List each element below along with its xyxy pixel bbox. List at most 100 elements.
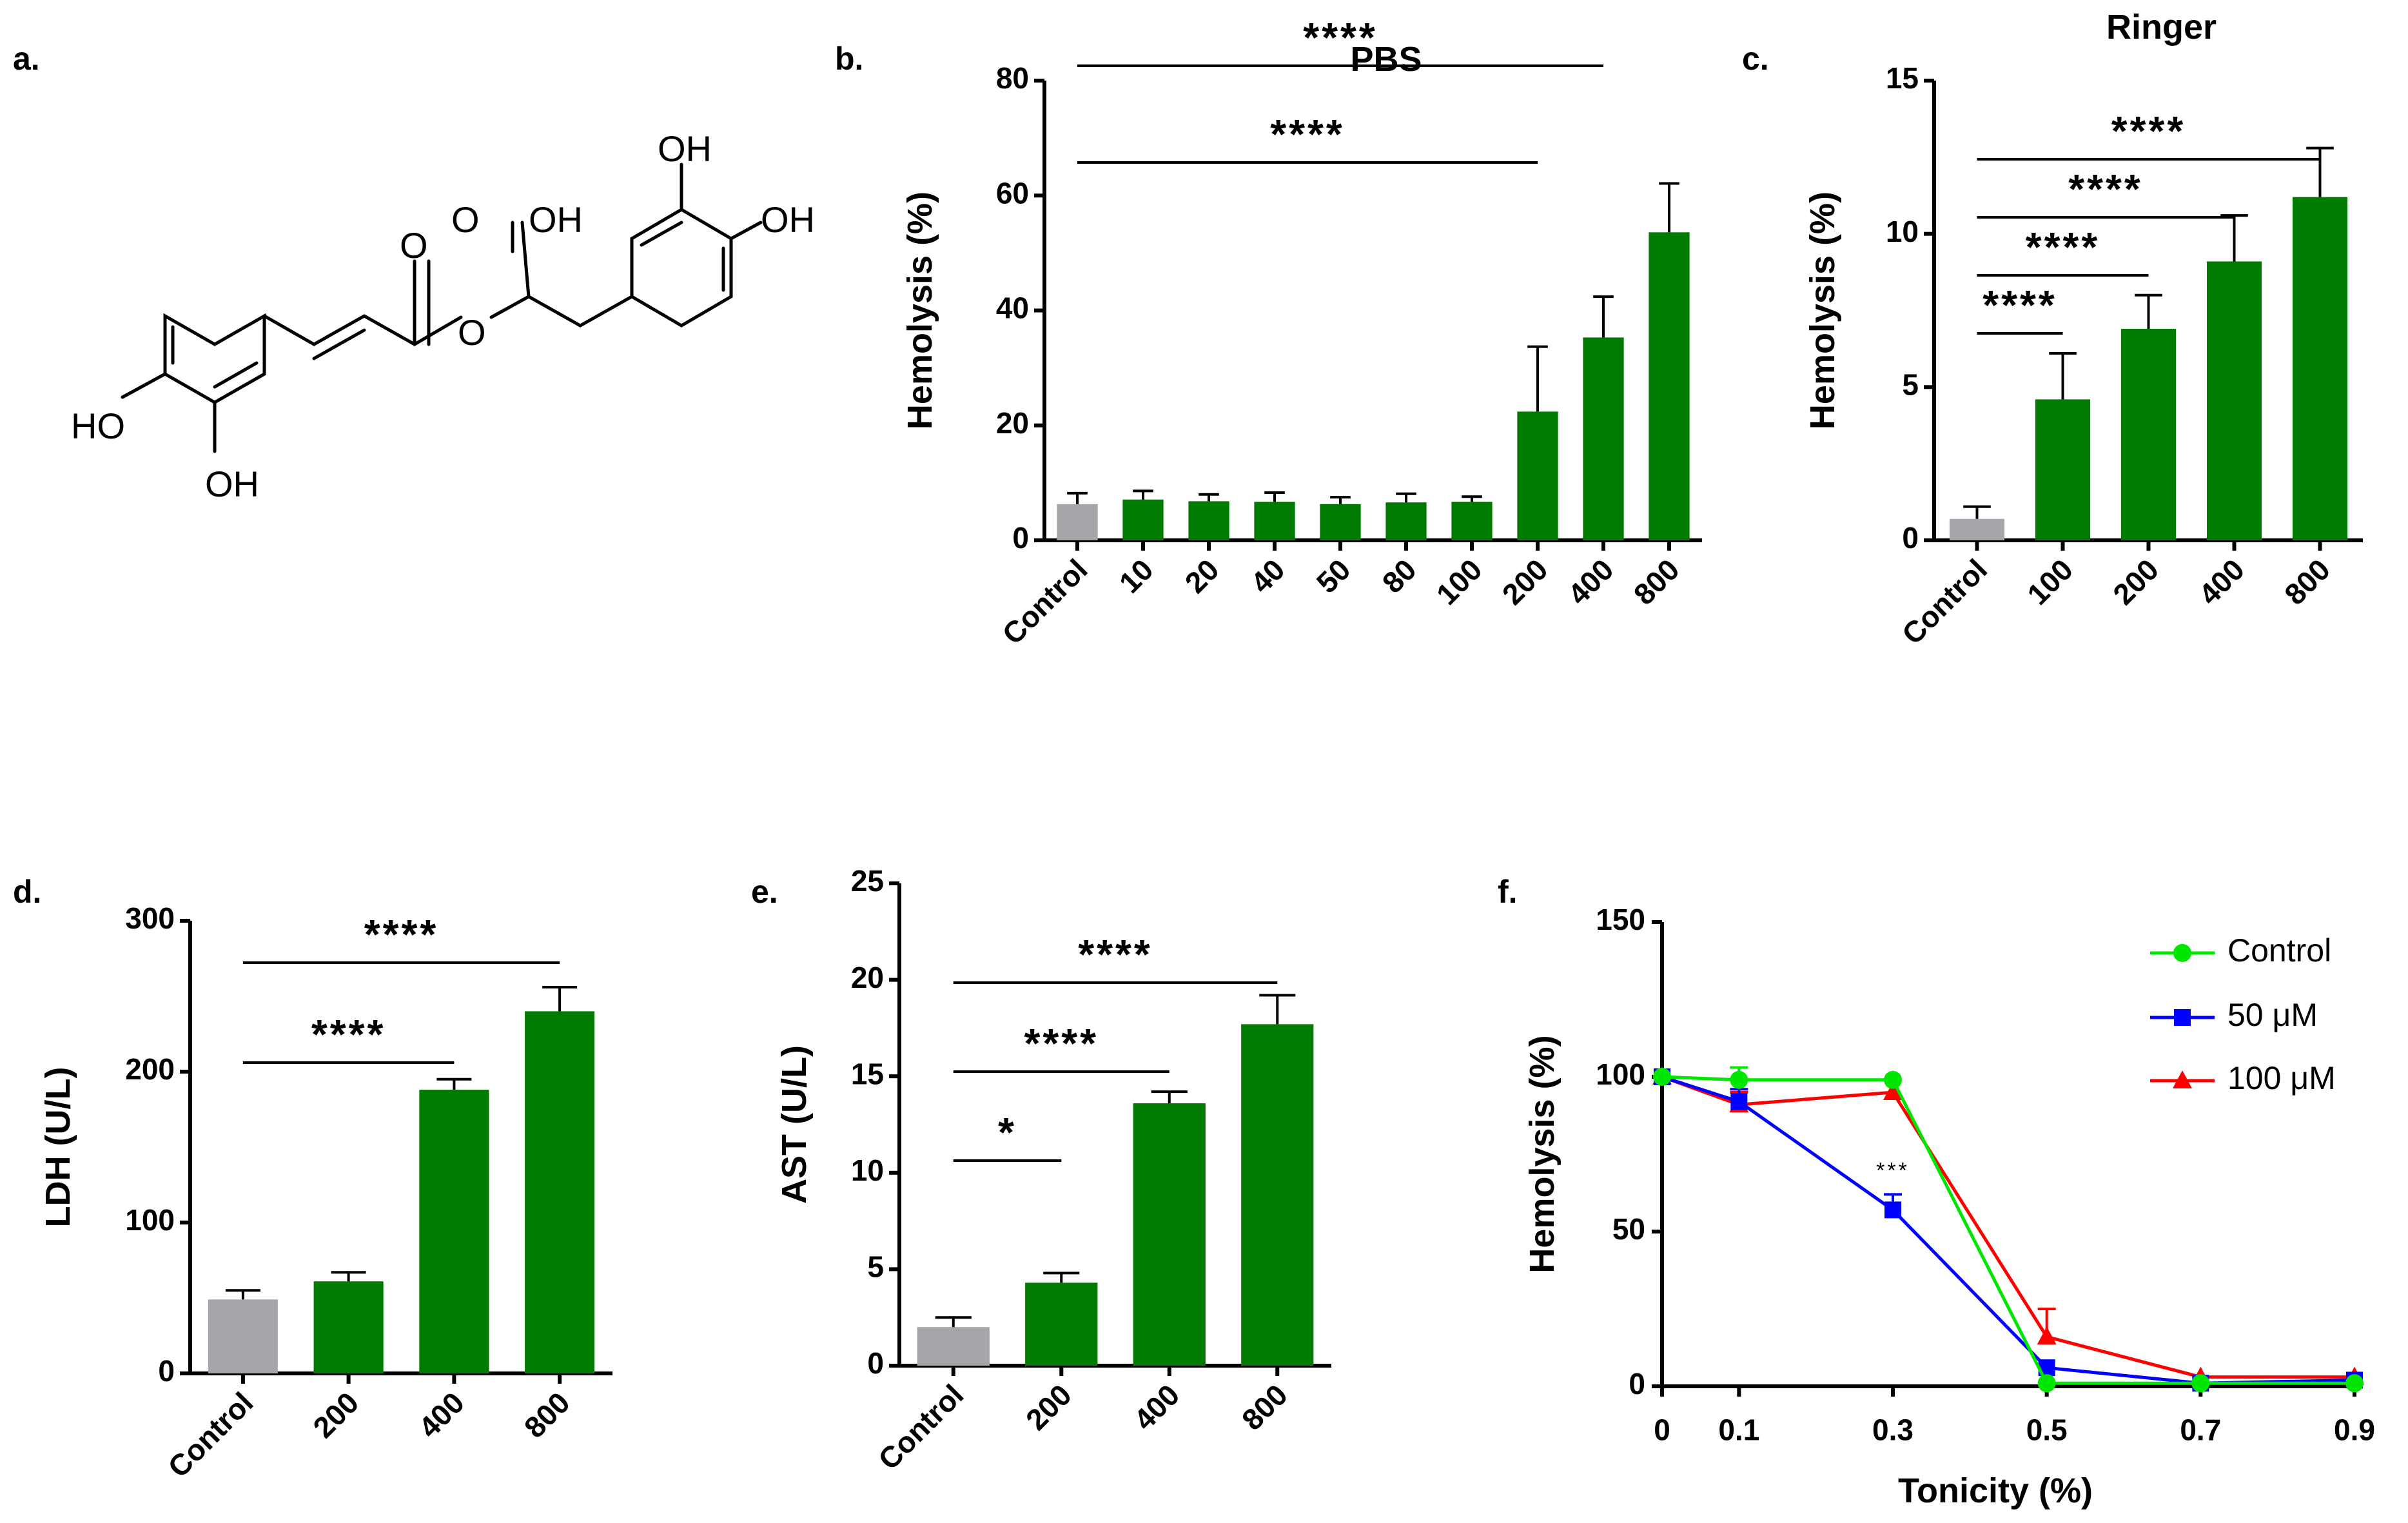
y-tick-label: 50 [1612, 1212, 1645, 1246]
data-point [2037, 1326, 2057, 1345]
data-point [1730, 1070, 1748, 1089]
bar [525, 1011, 595, 1373]
bar [313, 1281, 384, 1373]
y-tick-label: 10 [851, 1154, 884, 1187]
legend-marker [2173, 1070, 2192, 1088]
significance-label: **** [2111, 108, 2186, 154]
bar [1133, 1103, 1206, 1366]
y-tick-label: 40 [996, 291, 1029, 325]
y-tick-label: 0 [158, 1354, 175, 1388]
x-tick-label: Control [872, 1378, 970, 1476]
y-tick-label: 300 [125, 901, 175, 935]
x-tick-label: 800 [518, 1386, 576, 1444]
x-tick-label: 50 [1310, 553, 1357, 600]
bar [1241, 1024, 1314, 1366]
atom-oh-right: OH [761, 199, 815, 240]
x-tick-label: 800 [1627, 553, 1686, 611]
panel-label-f: f. [1498, 874, 1518, 910]
chart-tonicity: 0 50 100 150 0 0.1 0.3 0.5 0.7 0.9 Hemolysis (%) To… [1523, 903, 2375, 1510]
significance-label: * [998, 1109, 1017, 1155]
atom-ho-left: HO [71, 406, 125, 446]
atom-o-ester: O [458, 312, 486, 353]
y-axis-label: LDH (U/L) [39, 1067, 77, 1228]
bar [1320, 504, 1361, 540]
bar [2292, 197, 2348, 540]
x-tick-label: 100 [2021, 553, 2079, 611]
x-tick-label: 800 [1235, 1378, 1294, 1437]
x-tick-label: Control [995, 553, 1093, 651]
x-tick-label: 40 [1244, 553, 1291, 600]
x-tick-label: 200 [306, 1386, 365, 1444]
bar [1949, 518, 2005, 540]
atom-oh-bottom: OH [205, 464, 259, 504]
y-tick-label: 20 [996, 406, 1029, 440]
x-tick-label: 10 [1113, 553, 1160, 600]
y-tick-label: 0 [1629, 1367, 1645, 1400]
x-tick-label: 0 [1654, 1413, 1670, 1447]
y-tick-label: 150 [1596, 903, 1645, 936]
x-tick-label: 80 [1376, 553, 1423, 600]
data-point [2191, 1374, 2210, 1393]
x-tick-label: 200 [1496, 553, 1554, 611]
x-tick-label: 200 [1019, 1378, 1078, 1437]
bar [1254, 502, 1295, 540]
panel-label-a: a. [13, 41, 40, 77]
bar [208, 1299, 278, 1373]
panel-label-b: b. [835, 41, 863, 77]
y-tick-label: 15 [851, 1057, 884, 1090]
y-axis-label: Hemolysis (%) [901, 192, 939, 429]
chart-ringer: 0 5 10 15 Control 100 200 400 800 Ringer Hemolysis… [1803, 8, 2363, 651]
legend-marker [2173, 944, 2191, 962]
data-point [1730, 1093, 1748, 1110]
data-point [1653, 1068, 1671, 1086]
x-tick-label: Control [1895, 553, 1993, 651]
bar [2035, 399, 2091, 540]
y-tick-label: 0 [867, 1346, 884, 1380]
y-tick-label: 15 [1886, 61, 1919, 95]
bar [1188, 501, 1229, 540]
data-point [1884, 1201, 1901, 1219]
significance-label: **** [364, 911, 439, 958]
bar [1517, 411, 1558, 540]
y-tick-label: 0 [1012, 521, 1029, 555]
x-tick-label: 0.5 [2026, 1413, 2068, 1447]
y-tick-label: 0 [1902, 521, 1919, 555]
y-tick-label: 60 [996, 176, 1029, 210]
x-tick-label: 200 [2106, 553, 2165, 611]
x-tick-label: 400 [2192, 553, 2251, 611]
significance-label: **** [2068, 166, 2143, 212]
bar [1583, 337, 1624, 540]
panel-label-e: e. [751, 874, 778, 910]
data-point [1883, 1082, 1903, 1100]
x-tick-label: Control [161, 1386, 259, 1484]
y-tick-label: 200 [125, 1052, 175, 1086]
bar [2120, 329, 2177, 540]
significance-label: **** [311, 1011, 386, 1057]
significance-label: **** [1303, 14, 1378, 61]
bar [1122, 499, 1164, 540]
data-point [1884, 1070, 1902, 1089]
x-tick-label: 400 [412, 1386, 471, 1444]
x-tick-label: 400 [1127, 1378, 1186, 1437]
atom-oh-top: OH [658, 128, 712, 169]
x-tick-label: 0.7 [2180, 1413, 2221, 1447]
x-axis-label: Tonicity (%) [1898, 1471, 2093, 1510]
bar [1025, 1282, 1098, 1366]
significance-label: **** [1024, 1020, 1099, 1066]
bar [419, 1090, 489, 1373]
bar [2206, 261, 2262, 540]
significance-label: **** [1078, 931, 1153, 978]
y-tick-label: 20 [851, 961, 884, 994]
legend-label: 50 μM [2227, 997, 2318, 1033]
significance-label: *** [1876, 1158, 1910, 1183]
atom-oh-acid: OH [529, 199, 583, 240]
bar [1451, 502, 1493, 540]
x-tick-label: 400 [1561, 553, 1620, 611]
y-tick-label: 100 [1596, 1057, 1645, 1091]
legend-label: Control [2227, 932, 2331, 968]
x-tick-label: 800 [2278, 553, 2336, 611]
significance-label: **** [1982, 282, 2057, 328]
panel-label-c: c. [1742, 41, 1769, 77]
